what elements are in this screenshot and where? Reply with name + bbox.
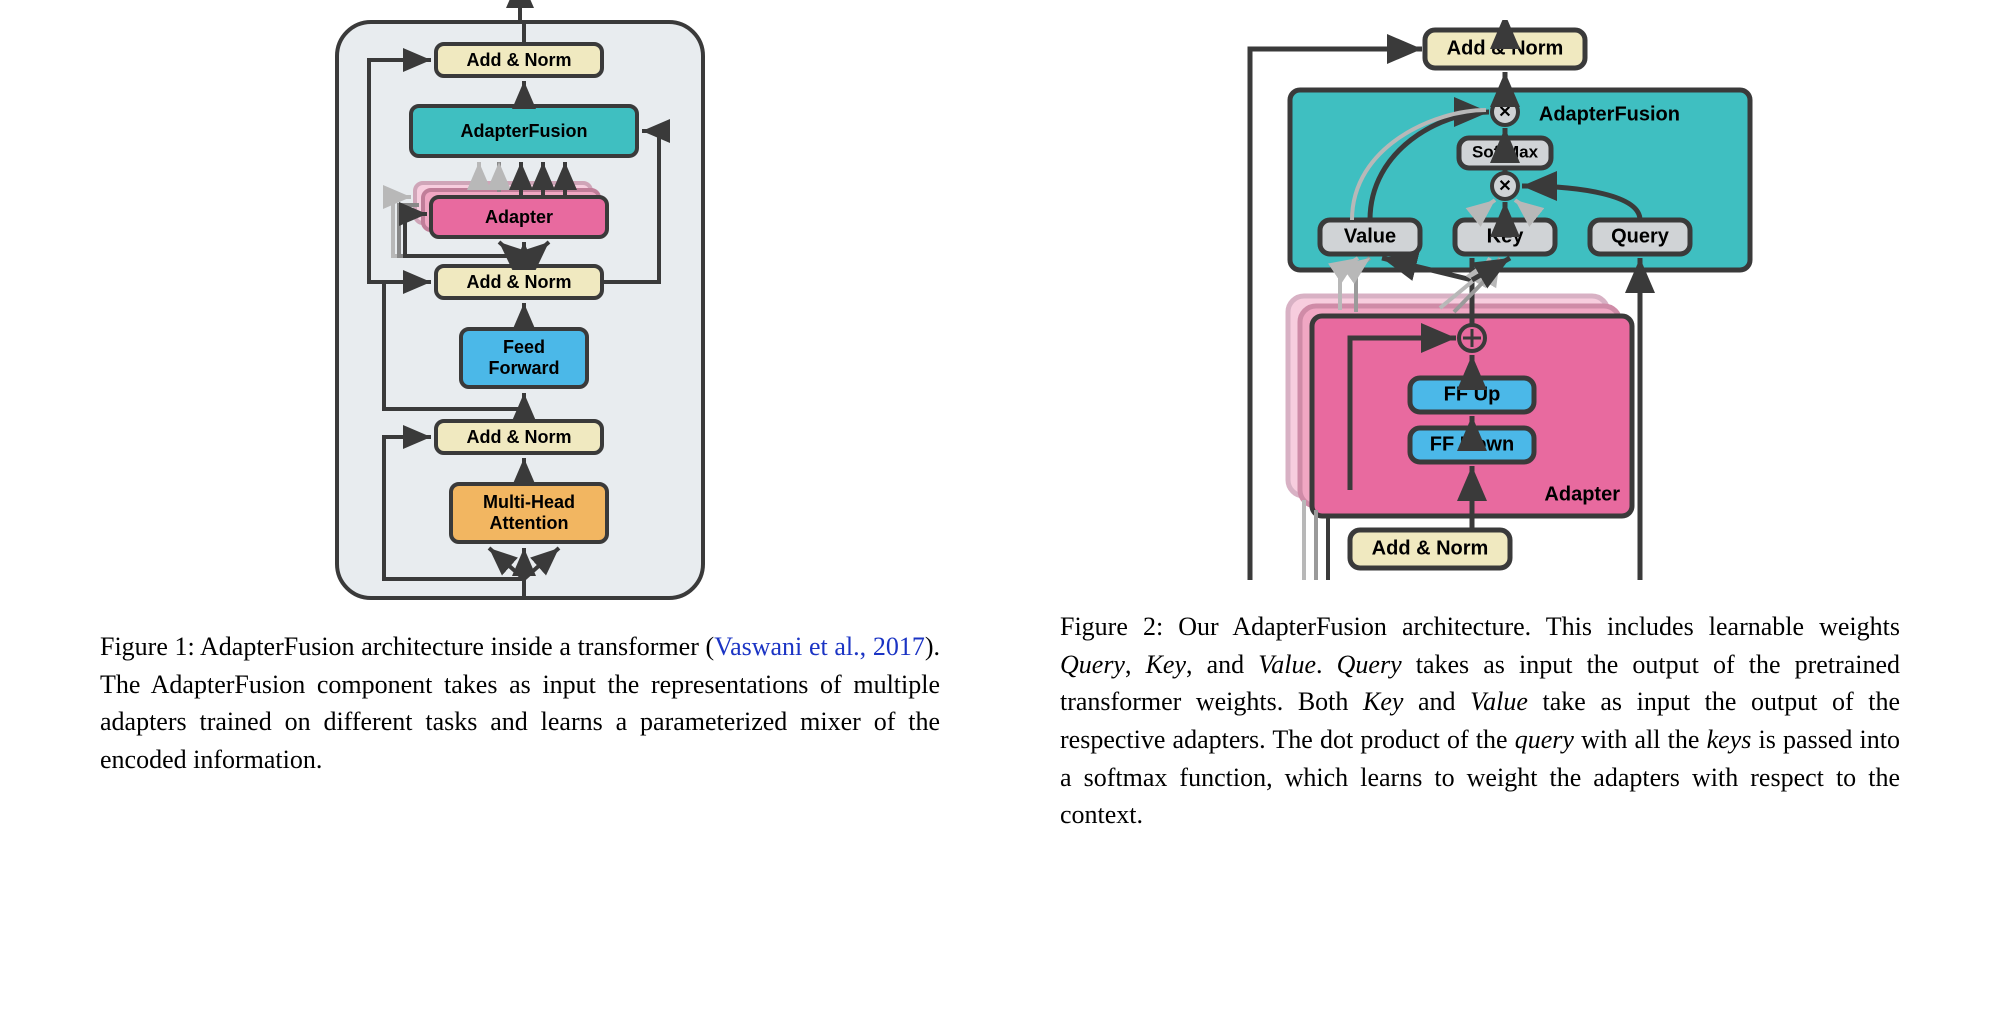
f2-f: with all the <box>1574 725 1707 754</box>
ital-qlow: query <box>1515 725 1574 754</box>
ital-key2: Key <box>1363 687 1403 716</box>
caption-before-link: AdapterFusion architecture inside a tran… <box>195 632 714 661</box>
value-label: Value <box>1344 225 1396 247</box>
figure-1-column: Add & Norm AdapterFusion Adapter Add & N… <box>100 20 940 1004</box>
citation-link[interactable]: Vaswani et al., 2017 <box>714 632 925 661</box>
figure-2-diagram: Add & Norm AdapterFusion ✕ SoftMax ✕ Val… <box>1060 20 1900 580</box>
addnorm-mid-block: Add & Norm <box>434 264 604 300</box>
query-label: Query <box>1611 225 1670 247</box>
adapter-label: Adapter <box>485 207 553 228</box>
fusion-title: AdapterFusion <box>1539 103 1680 125</box>
adapter-title: Adapter <box>1544 483 1620 505</box>
addnorm-top-block: Add & Norm <box>434 42 604 78</box>
addnorm-bot-label: Add & Norm <box>1372 537 1489 559</box>
ital-query: Query <box>1060 650 1125 679</box>
addnorm-top-label: Add & Norm <box>467 50 572 71</box>
adapter-block: Adapter <box>429 195 609 239</box>
figure-2-column: Add & Norm AdapterFusion ✕ SoftMax ✕ Val… <box>1060 20 1900 1004</box>
f2-d: and <box>1403 687 1470 716</box>
feedforward-label: Feed Forward <box>488 337 559 378</box>
mha-label: Multi-Head Attention <box>483 492 575 533</box>
ffdown-label: FF Down <box>1430 433 1514 455</box>
f2-a: Our AdapterFusion architecture. This inc… <box>1163 612 1900 641</box>
f2-b: . <box>1316 650 1337 679</box>
mha-block: Multi-Head Attention <box>449 482 609 544</box>
feedforward-block: Feed Forward <box>459 327 589 389</box>
ital-value2: Value <box>1470 687 1528 716</box>
figure-1-diagram: Add & Norm AdapterFusion Adapter Add & N… <box>100 20 940 600</box>
figure-1-caption: Figure 1: AdapterFusion architecture ins… <box>100 628 940 779</box>
softmax-label: SoftMax <box>1472 142 1539 161</box>
ital-klow: keys <box>1707 725 1752 754</box>
ffup-label: FF Up <box>1444 383 1501 405</box>
ital-key: Key <box>1146 650 1186 679</box>
ital-query2: Query <box>1337 650 1402 679</box>
figure-2-caption: Figure 2: Our AdapterFusion architecture… <box>1060 608 1900 834</box>
addnorm-mid-label: Add & Norm <box>467 272 572 293</box>
caption-lead: Figure 1: <box>100 632 195 661</box>
addnorm-low-block: Add & Norm <box>434 419 604 455</box>
f2-lead: Figure 2: <box>1060 612 1163 641</box>
svg-text:✕: ✕ <box>1498 178 1511 195</box>
addnorm-low-label: Add & Norm <box>467 427 572 448</box>
adapterfusion-block: AdapterFusion <box>409 104 639 158</box>
key-label: Key <box>1487 225 1525 247</box>
ital-value: Value <box>1258 650 1316 679</box>
svg-text:✕: ✕ <box>1498 104 1511 121</box>
adapterfusion-label: AdapterFusion <box>460 121 587 142</box>
addnorm-top-label: Add & Norm <box>1447 37 1564 59</box>
